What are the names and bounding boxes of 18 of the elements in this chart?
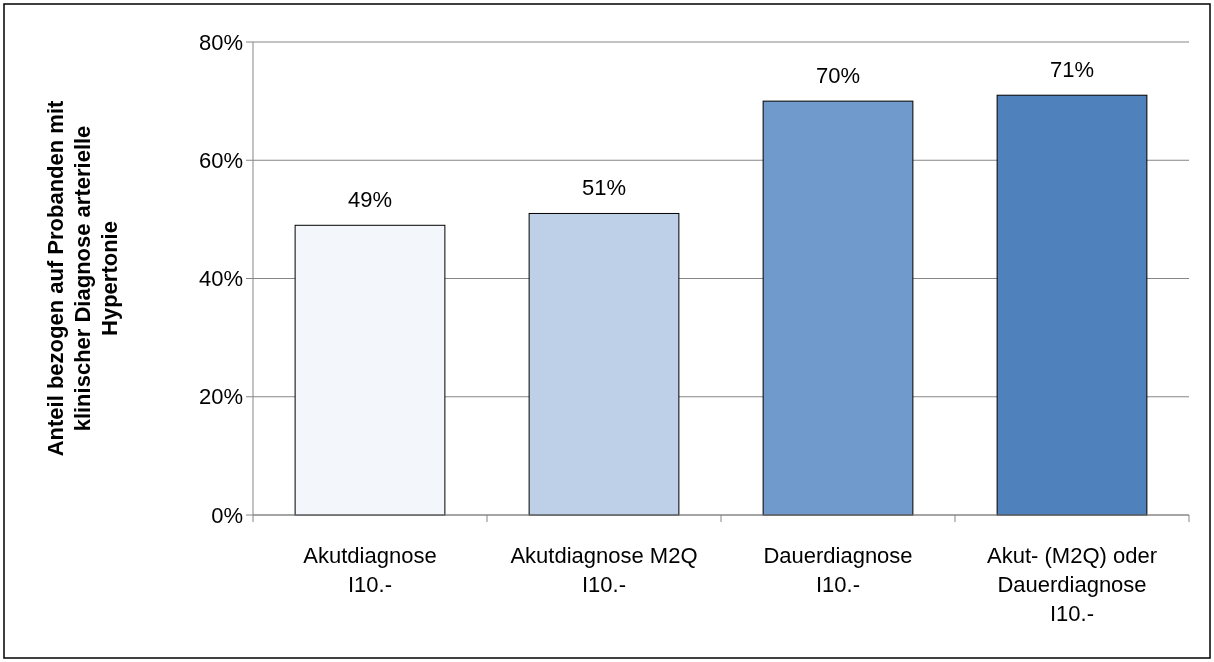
x-tick-label: Akutdiagnose I10.-	[303, 543, 437, 597]
y-axis-title: Anteil bezogen auf Probanden mit klinischer Diagnose arterielle Hypertonie	[43, 99, 122, 457]
data-label: 51%	[581, 175, 627, 201]
bar	[294, 224, 446, 516]
y-tick-label: 80%	[198, 29, 243, 55]
y-tick-label: 0%	[211, 502, 243, 528]
bar	[996, 94, 1148, 516]
data-label: 49%	[347, 187, 393, 213]
bar	[762, 100, 914, 516]
x-tick-label: Akut- (M2Q) oder Dauerdiagnose I10.-	[987, 543, 1157, 626]
data-label: 71%	[1049, 57, 1095, 83]
y-tick-label: 20%	[198, 384, 243, 410]
data-label: 70%	[815, 63, 861, 89]
y-tick-label: 60%	[198, 147, 243, 173]
y-tick-label: 40%	[198, 266, 243, 292]
x-tick-label: Dauerdiagnose I10.-	[763, 543, 913, 597]
bar	[528, 212, 680, 516]
x-tick-label: Akutdiagnose M2Q I10.-	[510, 543, 698, 597]
